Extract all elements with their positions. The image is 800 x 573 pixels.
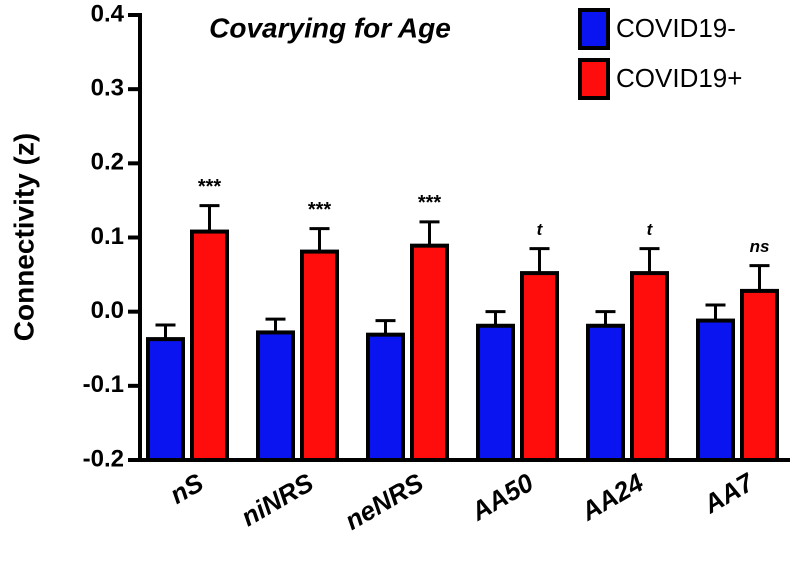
y-axis-label: Connectivity (z) bbox=[8, 133, 39, 341]
bar bbox=[696, 318, 735, 463]
x-tick-label: AA50 bbox=[465, 467, 539, 527]
y-tick-label: 0.1 bbox=[91, 223, 124, 250]
x-tick-label: AA7 bbox=[698, 466, 760, 519]
legend-label: COVID19- bbox=[616, 13, 736, 43]
y-tick-label: 0.2 bbox=[91, 149, 124, 176]
bar bbox=[410, 243, 449, 462]
x-tick-label: AA24 bbox=[575, 467, 649, 527]
x-tick-label: neNRS bbox=[340, 467, 429, 536]
y-tick-label: -0.1 bbox=[83, 371, 124, 398]
y-tick-label: 0.0 bbox=[91, 297, 124, 324]
bar bbox=[146, 337, 185, 463]
bar bbox=[740, 288, 779, 462]
bar bbox=[300, 249, 339, 462]
y-tick-label: 0.3 bbox=[91, 75, 124, 102]
significance-label: *** bbox=[308, 199, 332, 221]
bar bbox=[586, 323, 625, 462]
significance-label: *** bbox=[418, 192, 442, 214]
legend-swatch bbox=[578, 58, 610, 100]
legend-label: COVID19+ bbox=[616, 63, 742, 93]
bar bbox=[476, 323, 515, 462]
bar bbox=[520, 271, 559, 462]
x-tick-label: nS bbox=[165, 467, 209, 510]
x-tick-label: niNRS bbox=[236, 467, 319, 532]
legend-swatch bbox=[578, 8, 610, 50]
y-tick-label: -0.2 bbox=[83, 445, 124, 472]
significance-label: t bbox=[647, 220, 654, 239]
significance-label: *** bbox=[198, 176, 222, 198]
significance-label: t bbox=[537, 220, 544, 239]
bar bbox=[190, 229, 229, 462]
bar bbox=[630, 271, 669, 462]
y-tick-label: 0.4 bbox=[91, 0, 125, 27]
chart-title: Covarying for Age bbox=[209, 12, 451, 43]
bar bbox=[366, 332, 405, 462]
bar bbox=[256, 330, 295, 462]
significance-label: ns bbox=[750, 237, 770, 256]
